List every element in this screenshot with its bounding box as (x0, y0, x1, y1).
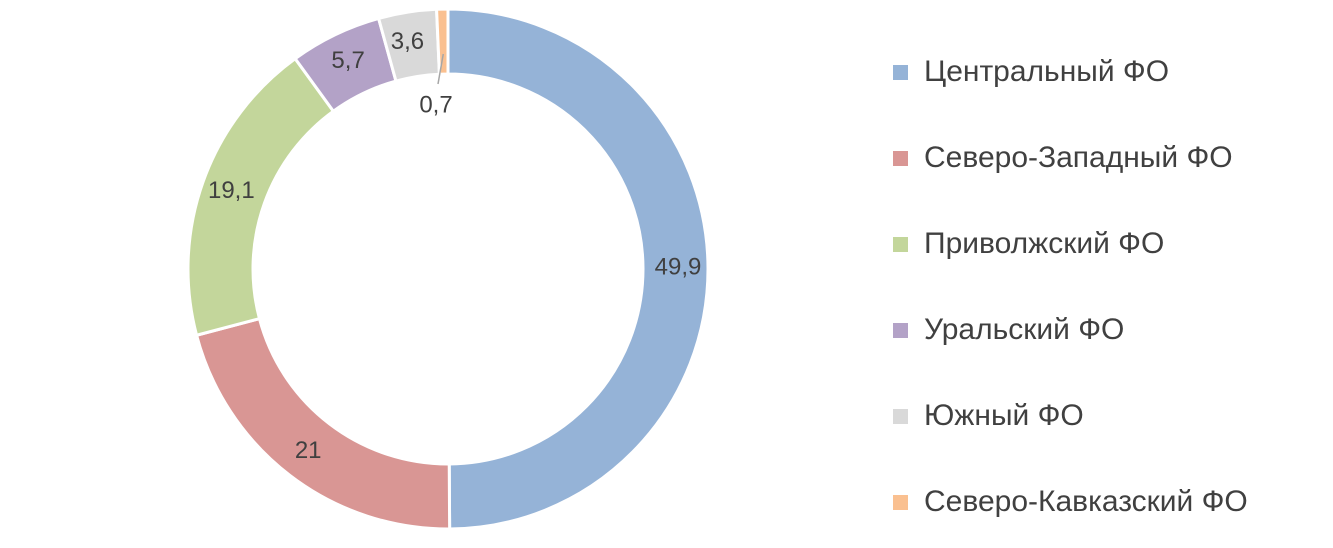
data-labels: 49,9 21 19,1 5,7 3,6 0,7 (208, 28, 701, 464)
legend-label: Уральский ФО (924, 313, 1125, 346)
data-label-north-caucasus: 0,7 (419, 91, 452, 118)
legend-swatch (893, 322, 908, 338)
legend-label: Приволжский ФО (924, 227, 1165, 260)
data-label-volga: 19,1 (208, 177, 255, 204)
data-label-ural: 5,7 (331, 47, 364, 74)
legend-label: Северо-Западный ФО (924, 141, 1233, 174)
leader-lines (437, 53, 445, 85)
legend-item-north-caucasus: Северо-Кавказский ФО (893, 482, 1248, 522)
legend-swatch (893, 64, 908, 80)
data-label-northwest: 21 (295, 437, 322, 464)
legend-swatch (893, 150, 908, 166)
legend-item-south: Южный ФО (893, 396, 1084, 436)
donut-slices (186, 7, 710, 531)
donut-slice-northwest (194, 316, 452, 531)
data-label-central: 49,9 (655, 254, 702, 281)
legend-swatch (893, 236, 908, 252)
legend-item-volga: Приволжский ФО (893, 224, 1164, 264)
donut-slice-north-caucasus (435, 7, 450, 76)
legend-label: Северо-Кавказский ФО (924, 485, 1248, 518)
legend-swatch (893, 408, 908, 424)
legend-swatch (893, 494, 908, 510)
legend-label: Южный ФО (924, 399, 1084, 432)
leader-line-north-caucasus (437, 53, 445, 85)
legend-label: Центральный ФО (924, 55, 1170, 88)
data-label-south: 3,6 (391, 28, 424, 55)
donut-slice-central (446, 7, 710, 531)
legend-item-ural: Уральский ФО (893, 310, 1124, 350)
legend-item-northwest: Северо-Западный ФО (893, 138, 1233, 178)
legend-item-central: Центральный ФО (893, 52, 1169, 92)
